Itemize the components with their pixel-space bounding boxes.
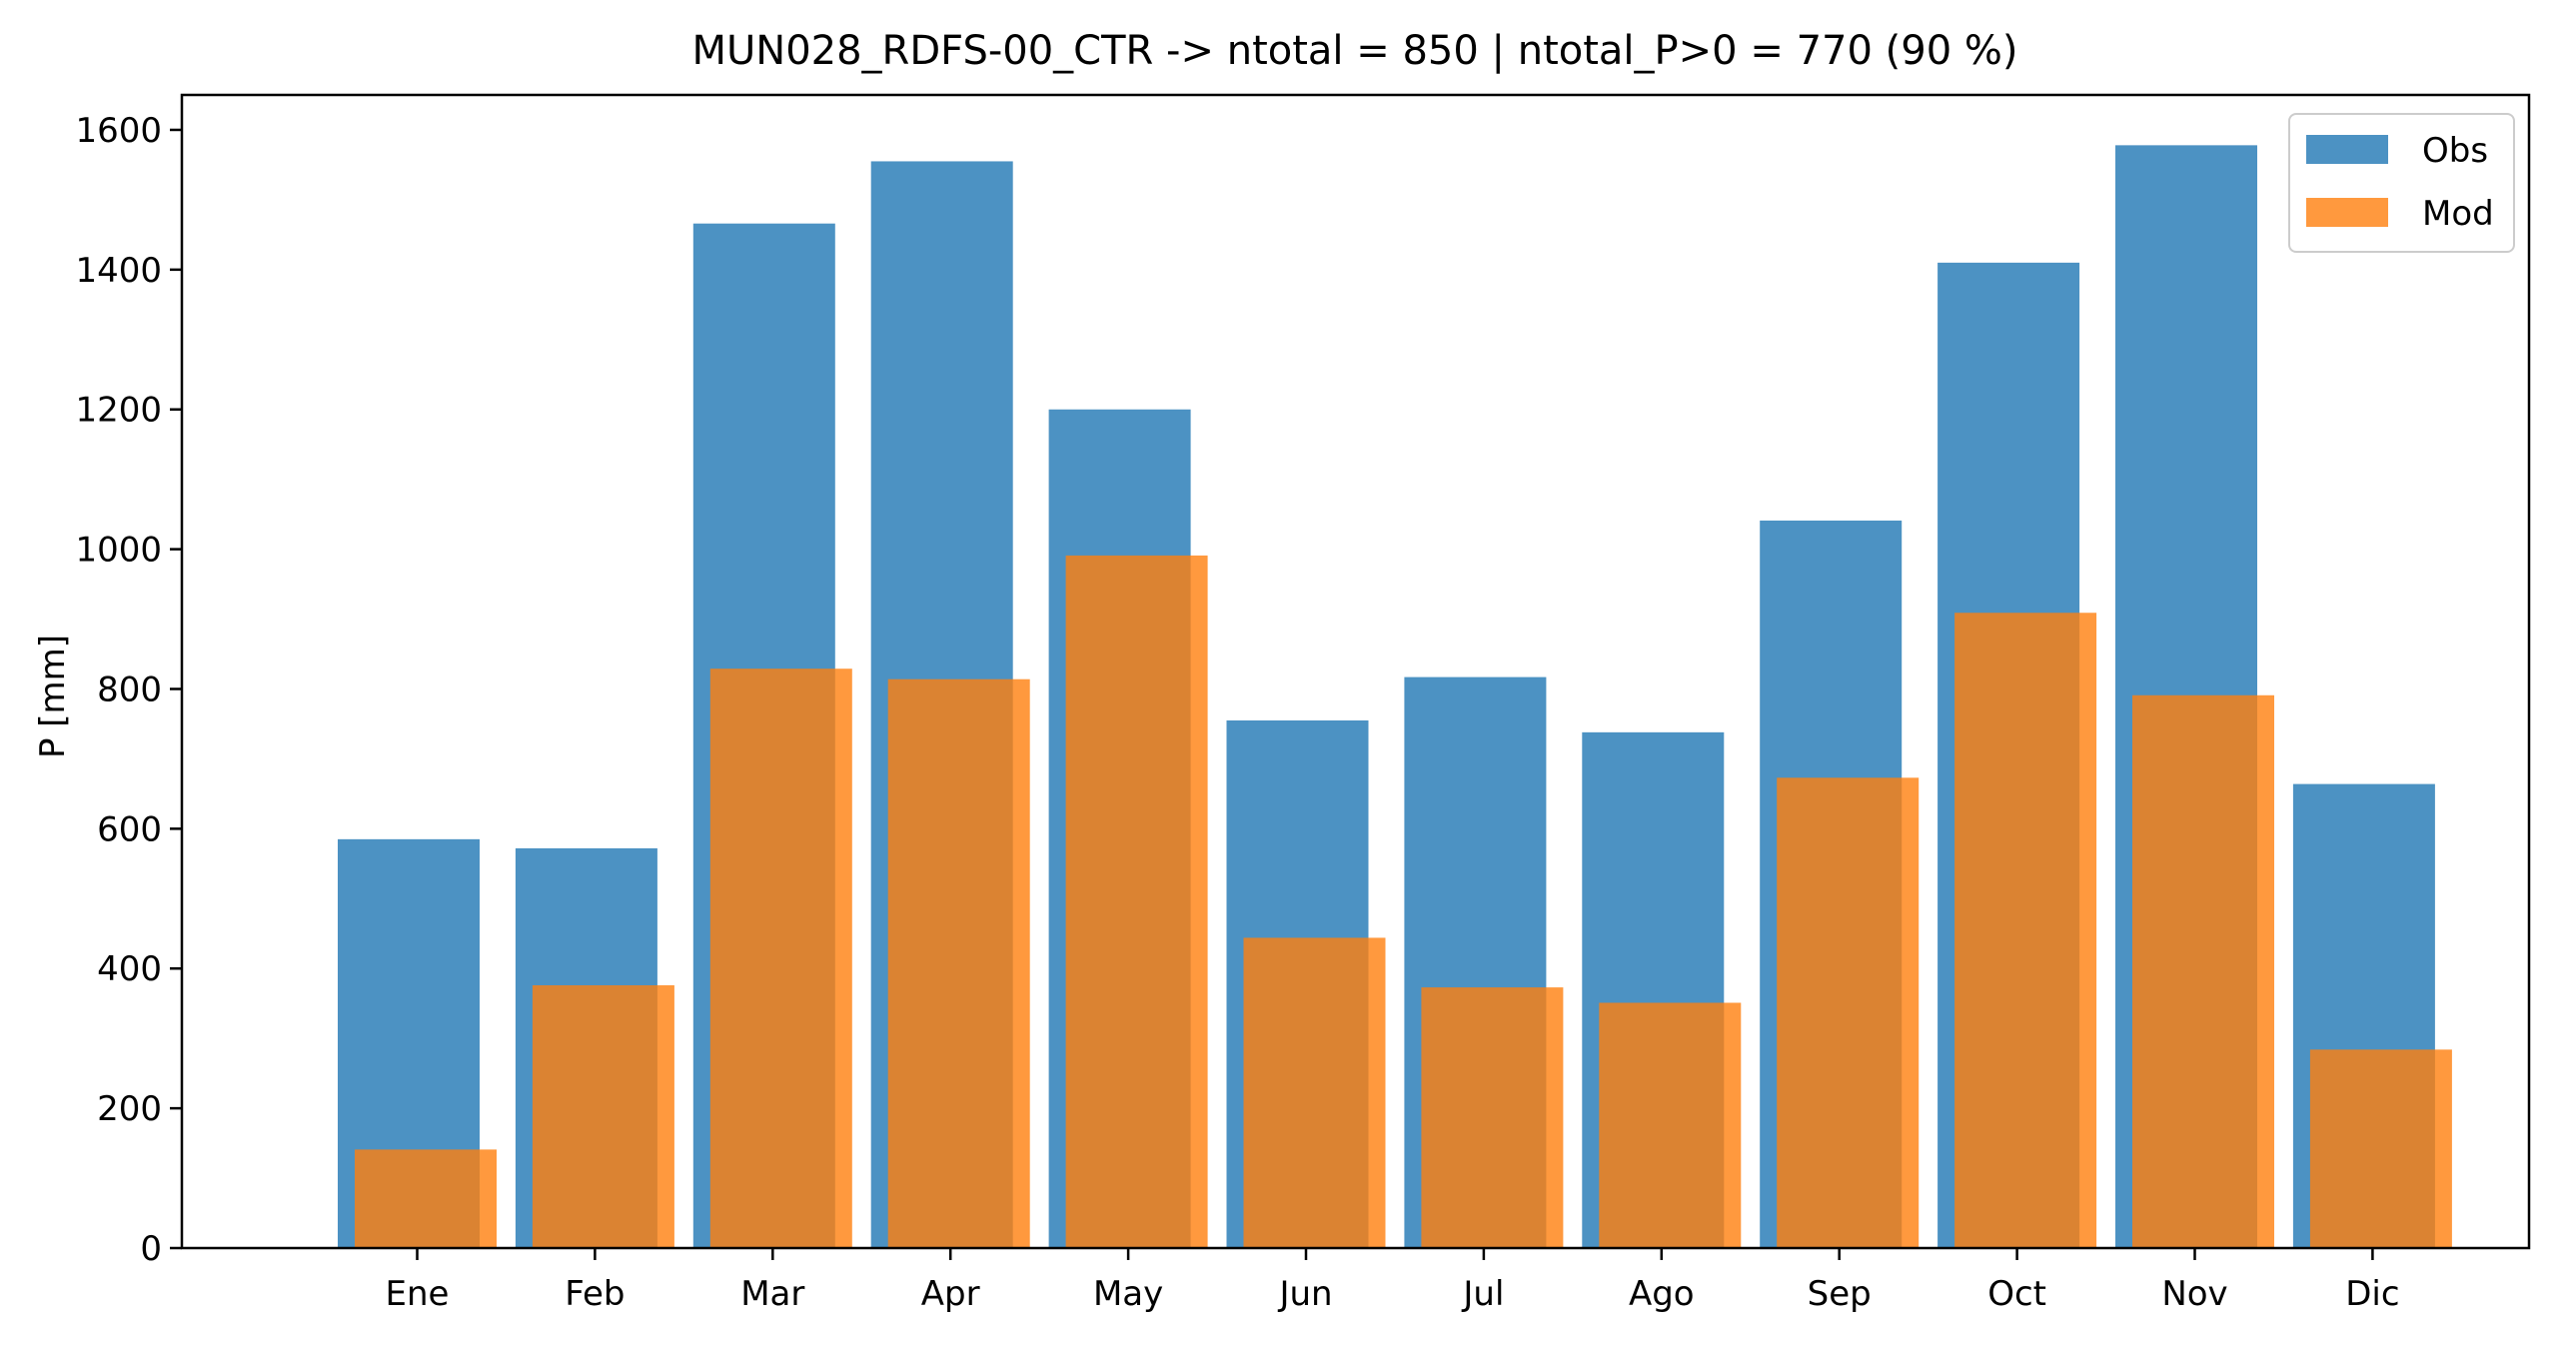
bar-mod-oct [1954, 613, 2097, 1248]
y-axis-label: P [mm] [33, 635, 73, 758]
bar-mod-mar [709, 669, 852, 1248]
chart-title: MUN028_RDFS-00_CTR -> ntotal = 850 | nto… [692, 28, 2018, 74]
bar-mod-sep [1777, 777, 1920, 1248]
x-tick-label: Mar [740, 1274, 804, 1314]
legend-swatch-obs [2306, 135, 2388, 164]
bar-mod-jun [1243, 937, 1386, 1248]
x-tick-label: Feb [565, 1274, 625, 1314]
y-tick-label: 1000 [75, 531, 162, 571]
x-tick-label: Nov [2161, 1274, 2227, 1314]
bar-mod-may [1065, 555, 1208, 1248]
y-tick-label: 200 [97, 1089, 162, 1129]
x-tick-label: Apr [921, 1274, 980, 1314]
x-tick-label: Dic [2345, 1274, 2399, 1314]
x-tick-label: Jun [1277, 1274, 1332, 1314]
y-tick-label: 800 [97, 670, 162, 709]
y-tick-label: 0 [140, 1229, 162, 1269]
bar-mod-nov [2132, 694, 2274, 1248]
x-tick-label: Ago [1629, 1274, 1695, 1314]
y-tick-label: 400 [97, 949, 162, 989]
bar-mod-ene [355, 1149, 497, 1248]
legend-swatch-mod [2306, 198, 2388, 227]
legend-label-mod: Mod [2422, 194, 2494, 234]
legend-label-obs: Obs [2422, 131, 2488, 171]
x-axis-ticks: Ene Feb Mar Apr May Jun Jul Ago Sep Oct Nov Dic [386, 1248, 2400, 1314]
bar-mod-jul [1421, 987, 1564, 1248]
x-tick-label: Sep [1808, 1274, 1872, 1314]
x-tick-label: May [1093, 1274, 1163, 1314]
y-tick-label: 1200 [75, 391, 162, 431]
y-tick-label: 1600 [75, 111, 162, 151]
bar-mod-apr [887, 678, 1030, 1248]
series-mod-bars [355, 555, 2452, 1248]
bar-mod-dic [2309, 1049, 2452, 1248]
legend: Obs Mod [2288, 113, 2515, 253]
x-tick-label: Ene [386, 1274, 450, 1314]
y-tick-label: 600 [97, 809, 162, 849]
bar-mod-feb [532, 985, 674, 1248]
y-axis-ticks: 0 200 400 600 800 1000 1200 1400 1600 [75, 111, 182, 1269]
y-tick-label: 1400 [75, 251, 162, 291]
x-tick-label: Oct [1987, 1274, 2046, 1314]
bar-mod-ago [1599, 1002, 1742, 1248]
plot-frame [180, 93, 2531, 1250]
x-tick-label: Jul [1461, 1274, 1504, 1314]
